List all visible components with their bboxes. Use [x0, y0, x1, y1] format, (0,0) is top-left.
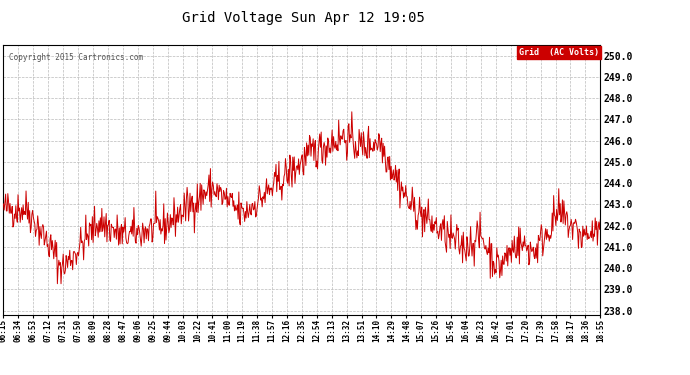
Text: Grid  (AC Volts): Grid (AC Volts): [519, 48, 599, 57]
Text: Grid Voltage Sun Apr 12 19:05: Grid Voltage Sun Apr 12 19:05: [182, 11, 425, 25]
Text: Copyright 2015 Cartronics.com: Copyright 2015 Cartronics.com: [10, 53, 144, 62]
